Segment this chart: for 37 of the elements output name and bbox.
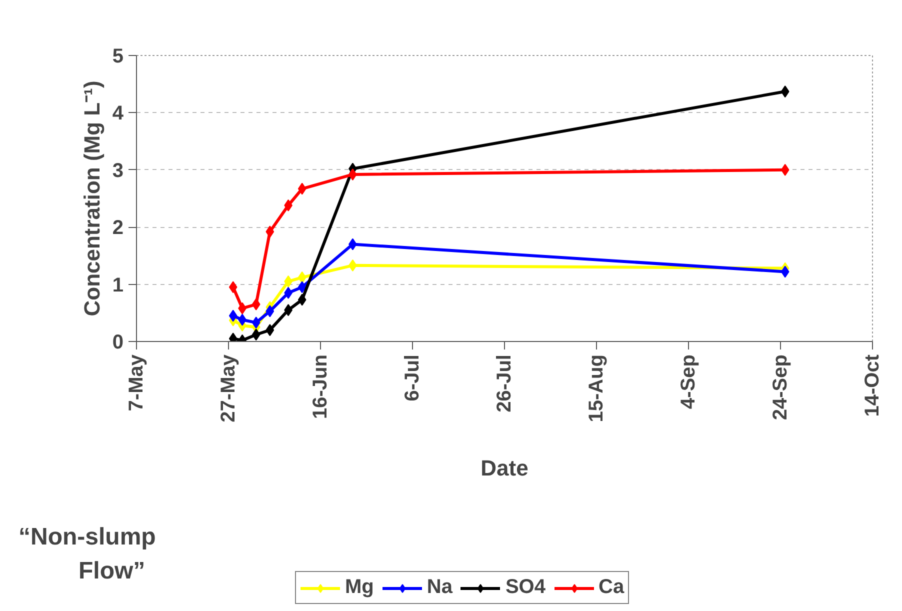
point: [252, 316, 260, 329]
x-tick-label: 7-May: [126, 354, 148, 412]
y-axis-title: Concentration (Mg L⁻¹): [79, 80, 104, 316]
legend-label: Na: [426, 576, 452, 599]
x-tick-label: 24-Sep: [770, 354, 792, 420]
x-tick-label: 26-Jul: [494, 354, 516, 412]
point: [298, 271, 306, 284]
point: [228, 281, 238, 294]
y-tick-label: 3: [112, 160, 124, 182]
point: [298, 182, 306, 195]
point: [266, 324, 274, 336]
y-tick-label: 1: [112, 274, 124, 296]
x-tick-label: 4-Sep: [678, 354, 700, 409]
text: “Non-slump Flow”: [18, 524, 156, 584]
legend-label: SO4: [505, 576, 546, 599]
point: [266, 226, 274, 238]
y-tick-label: 2: [112, 217, 124, 240]
point: [298, 281, 306, 294]
point: [780, 266, 790, 278]
x-tick-label: 16-Jun: [310, 354, 332, 419]
y-tick-label: 4: [112, 102, 124, 125]
x-axis-title: Date: [480, 455, 528, 480]
point: [228, 310, 238, 322]
legend-label: Ca: [598, 576, 624, 599]
x-tick-label: 27-May: [218, 354, 240, 422]
y-tick-label: 5: [112, 46, 124, 68]
point: [780, 164, 790, 176]
point: [252, 298, 260, 310]
point: [298, 294, 306, 306]
x-tick-label: 15-Aug: [586, 354, 608, 422]
x-tick-label: 6-Jul: [402, 354, 424, 402]
x-tick-label: 14-Oct: [862, 354, 884, 417]
legend-label: Mg: [345, 576, 374, 599]
y-tick-label: 0: [112, 332, 124, 354]
point: [266, 305, 274, 318]
point: [252, 328, 260, 341]
point: [780, 86, 790, 98]
